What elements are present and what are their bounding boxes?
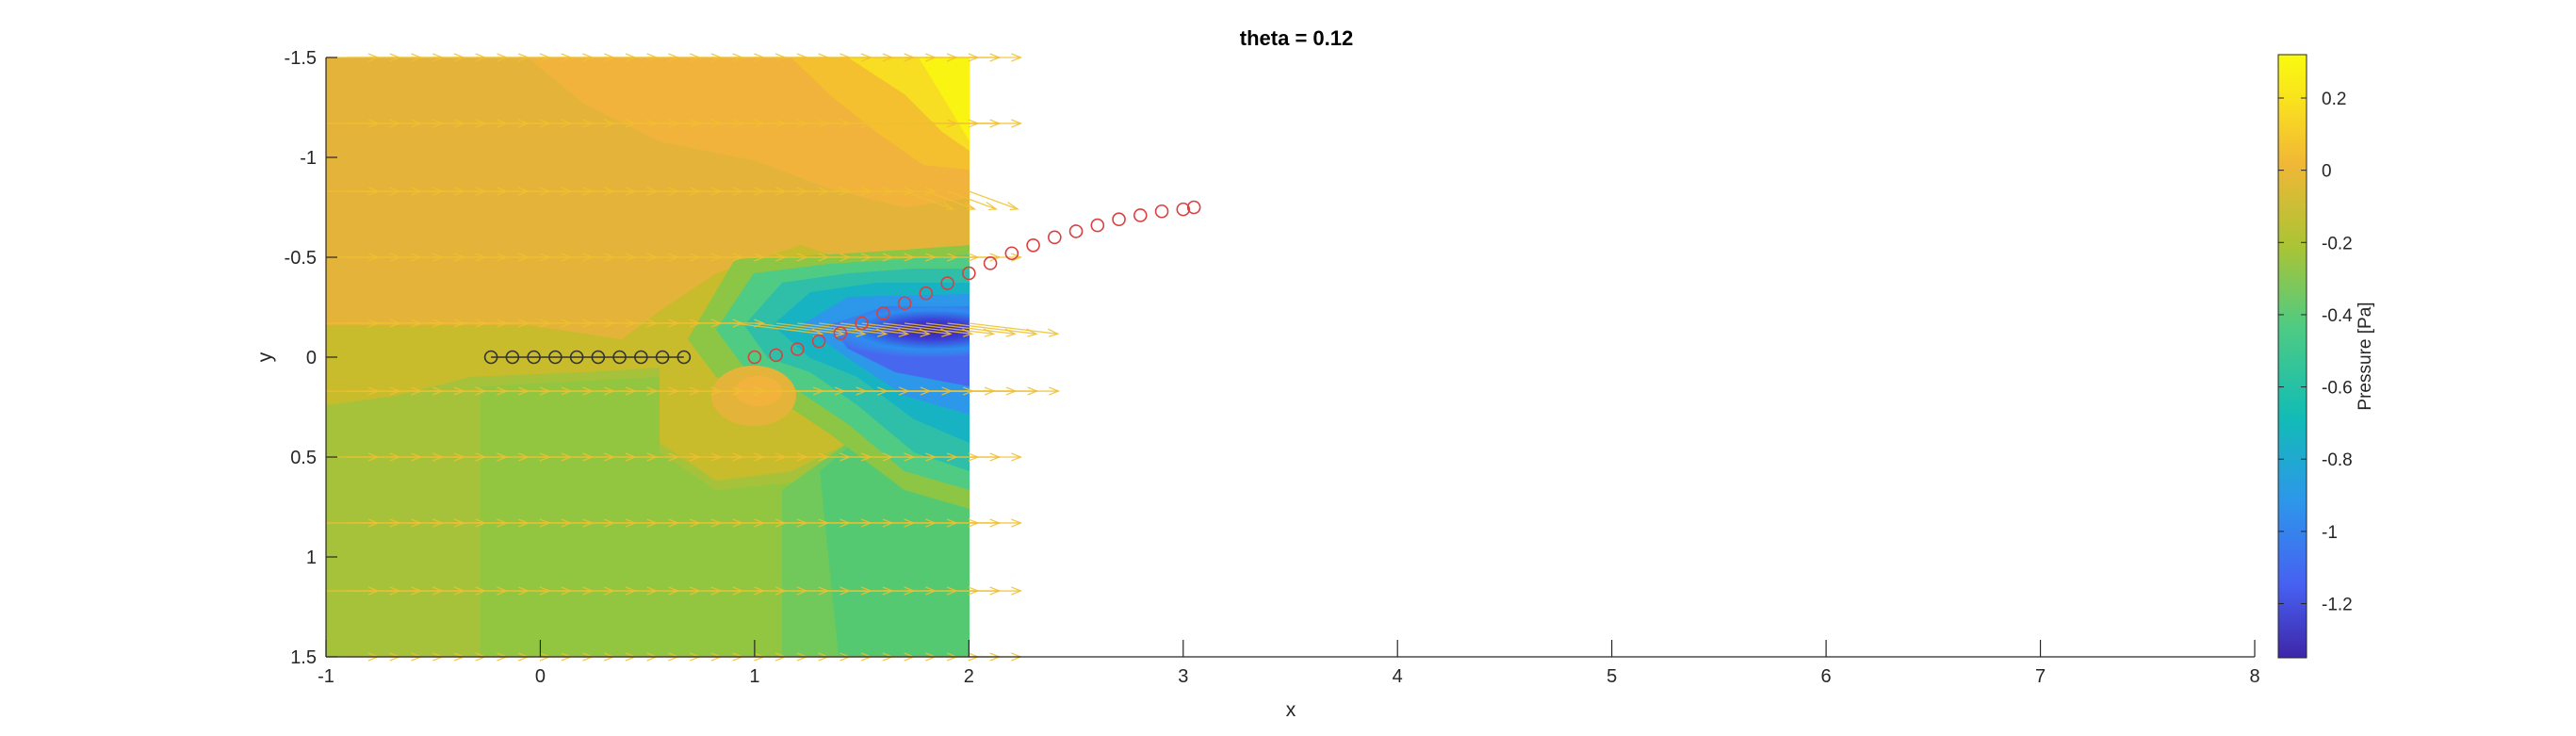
velocity-arrow — [969, 322, 1058, 335]
colorbar-tick-label: 0.2 — [2322, 90, 2346, 109]
y-axis-label: y — [254, 352, 276, 362]
colorbar-tick-label: -1.2 — [2322, 596, 2353, 615]
series-1-point — [1186, 200, 1201, 215]
velocity-arrowhead — [1048, 328, 1060, 337]
series-1-point — [747, 350, 762, 365]
velocity-arrowhead — [1011, 119, 1023, 128]
x-tick-label: 1 — [749, 666, 759, 687]
colorbar-ticks: -1.2 -1 -0.8 -0.6 -0.4 -0.2 0 0.2 — [2278, 90, 2353, 615]
x-tick-label: 8 — [2249, 666, 2259, 687]
velocity-arrowhead — [964, 201, 977, 211]
series-1-point — [811, 334, 826, 349]
y-tick-label: -1.5 — [285, 48, 317, 69]
series-1-point — [897, 296, 912, 311]
colorbar-tick-label: -0.8 — [2322, 450, 2353, 470]
velocity-arrow — [969, 190, 1019, 210]
series-1-point — [1048, 230, 1062, 245]
colorbar: -1.2 -1 -0.8 -0.6 -0.4 -0.2 0 0.2 Pressure [Pa] — [2277, 54, 2375, 659]
velocity-arrowhead — [1011, 452, 1023, 462]
velocity-arrow — [925, 322, 1016, 335]
y-axis-ticks: -1.5 -1 -0.5 0 0.5 1 1.5 — [285, 48, 337, 668]
x-tick-label: 6 — [1821, 666, 1832, 687]
series-1-point — [1112, 212, 1126, 227]
velocity-arrowhead — [1007, 201, 1019, 211]
velocity-arrowhead — [1011, 518, 1023, 528]
series-1-point — [791, 342, 805, 356]
series-1-point — [1026, 237, 1040, 253]
series-1-point — [919, 286, 934, 301]
velocity-arrow — [775, 322, 866, 335]
velocity-arrow — [883, 322, 972, 335]
trajectory-series — [483, 200, 1201, 365]
series-1-point — [940, 276, 954, 290]
velocity-arrowhead — [1049, 386, 1061, 396]
velocity-arrow — [947, 322, 1036, 335]
series-1-point — [1176, 202, 1191, 217]
pressure-contour-field — [326, 57, 970, 657]
series-1-point — [876, 306, 890, 320]
colorbar-gradient — [2277, 54, 2307, 659]
velocity-arrowhead — [1011, 53, 1023, 62]
series-1-point — [1133, 208, 1148, 222]
series-1-point — [855, 316, 869, 331]
velocity-arrowhead — [1011, 586, 1023, 596]
x-tick-label: -1 — [318, 666, 334, 687]
velocity-arrow — [733, 322, 823, 335]
series-0-point — [634, 350, 648, 365]
y-tick-label: -0.5 — [285, 248, 317, 269]
series-1-point — [769, 348, 783, 363]
velocity-arrowhead — [925, 187, 937, 196]
colorbar-tick-label: -0.6 — [2322, 379, 2353, 399]
velocity-arrow — [797, 322, 887, 335]
velocity-arrowhead — [986, 201, 999, 211]
x-tick-label: 5 — [1606, 666, 1617, 687]
chart-title: theta = 0.12 — [1240, 26, 1353, 50]
x-tick-label: 7 — [2035, 666, 2046, 687]
velocity-arrow — [754, 322, 844, 335]
x-tick-label: 3 — [1178, 666, 1188, 687]
series-0-point — [548, 350, 562, 365]
y-tick-label: 0 — [306, 348, 317, 368]
y-tick-label: 1.5 — [290, 647, 317, 668]
y-tick-label: 1 — [306, 548, 317, 568]
x-tick-label: 2 — [964, 666, 974, 687]
series-0-point — [483, 350, 498, 365]
x-axis-label: x — [1286, 699, 1296, 721]
velocity-vectors — [326, 53, 1061, 662]
series-0-point — [505, 350, 520, 365]
series-0-point — [591, 350, 606, 365]
velocity-arrow — [861, 322, 952, 335]
series-0-point — [612, 350, 627, 365]
series-0-point — [569, 350, 584, 365]
series-1-point — [833, 326, 848, 340]
velocity-arrow — [905, 322, 994, 335]
series-0-point — [677, 350, 692, 365]
y-tick-label: 0.5 — [290, 448, 317, 468]
velocity-arrow — [925, 190, 975, 210]
colorbar-label: Pressure [Pa] — [2356, 302, 2375, 410]
x-axis-ticks: -1 0 1 2 3 4 5 6 7 8 — [318, 640, 2260, 687]
velocity-arrow — [947, 190, 997, 210]
series-1-point — [1004, 246, 1019, 261]
series-0-point — [655, 350, 670, 365]
colorbar-tick-label: -0.2 — [2322, 234, 2353, 254]
x-tick-label: 0 — [535, 666, 546, 687]
velocity-arrowhead — [942, 201, 955, 211]
x-tick-label: 4 — [1393, 666, 1403, 687]
series-1-point — [1090, 218, 1105, 233]
velocity-arrow — [904, 190, 954, 210]
velocity-arrowhead — [1011, 253, 1023, 262]
colorbar-tick-label: 0 — [2322, 162, 2332, 182]
colorbar-tick-label: -0.4 — [2322, 306, 2353, 326]
y-tick-label: -1 — [300, 148, 317, 169]
series-1-point — [1068, 224, 1084, 238]
series-1-point — [983, 256, 998, 270]
colorbar-tick-label: -1 — [2322, 523, 2338, 543]
series-0-point — [527, 350, 541, 365]
series-1-point — [962, 266, 976, 281]
series-1-point — [1154, 204, 1169, 219]
